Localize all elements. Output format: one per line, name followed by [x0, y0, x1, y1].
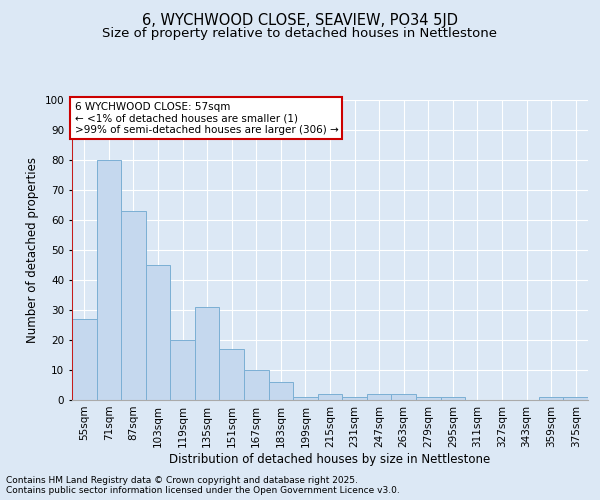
Text: 6 WYCHWOOD CLOSE: 57sqm
← <1% of detached houses are smaller (1)
>99% of semi-de: 6 WYCHWOOD CLOSE: 57sqm ← <1% of detache…: [74, 102, 338, 134]
Bar: [367, 394, 391, 400]
Bar: [416, 397, 440, 400]
Bar: [170, 340, 195, 400]
Text: Size of property relative to detached houses in Nettlestone: Size of property relative to detached ho…: [103, 28, 497, 40]
Bar: [539, 397, 563, 400]
Bar: [97, 160, 121, 400]
Text: 6, WYCHWOOD CLOSE, SEAVIEW, PO34 5JD: 6, WYCHWOOD CLOSE, SEAVIEW, PO34 5JD: [142, 12, 458, 28]
Bar: [269, 382, 293, 400]
Bar: [195, 307, 220, 400]
Bar: [318, 394, 342, 400]
Bar: [391, 394, 416, 400]
Bar: [72, 319, 97, 400]
Y-axis label: Number of detached properties: Number of detached properties: [26, 157, 39, 343]
Bar: [244, 370, 269, 400]
Bar: [146, 265, 170, 400]
Bar: [220, 349, 244, 400]
Bar: [342, 397, 367, 400]
X-axis label: Distribution of detached houses by size in Nettlestone: Distribution of detached houses by size …: [169, 452, 491, 466]
Bar: [121, 211, 146, 400]
Bar: [293, 397, 318, 400]
Bar: [563, 397, 588, 400]
Text: Contains HM Land Registry data © Crown copyright and database right 2025.
Contai: Contains HM Land Registry data © Crown c…: [6, 476, 400, 495]
Bar: [440, 397, 465, 400]
